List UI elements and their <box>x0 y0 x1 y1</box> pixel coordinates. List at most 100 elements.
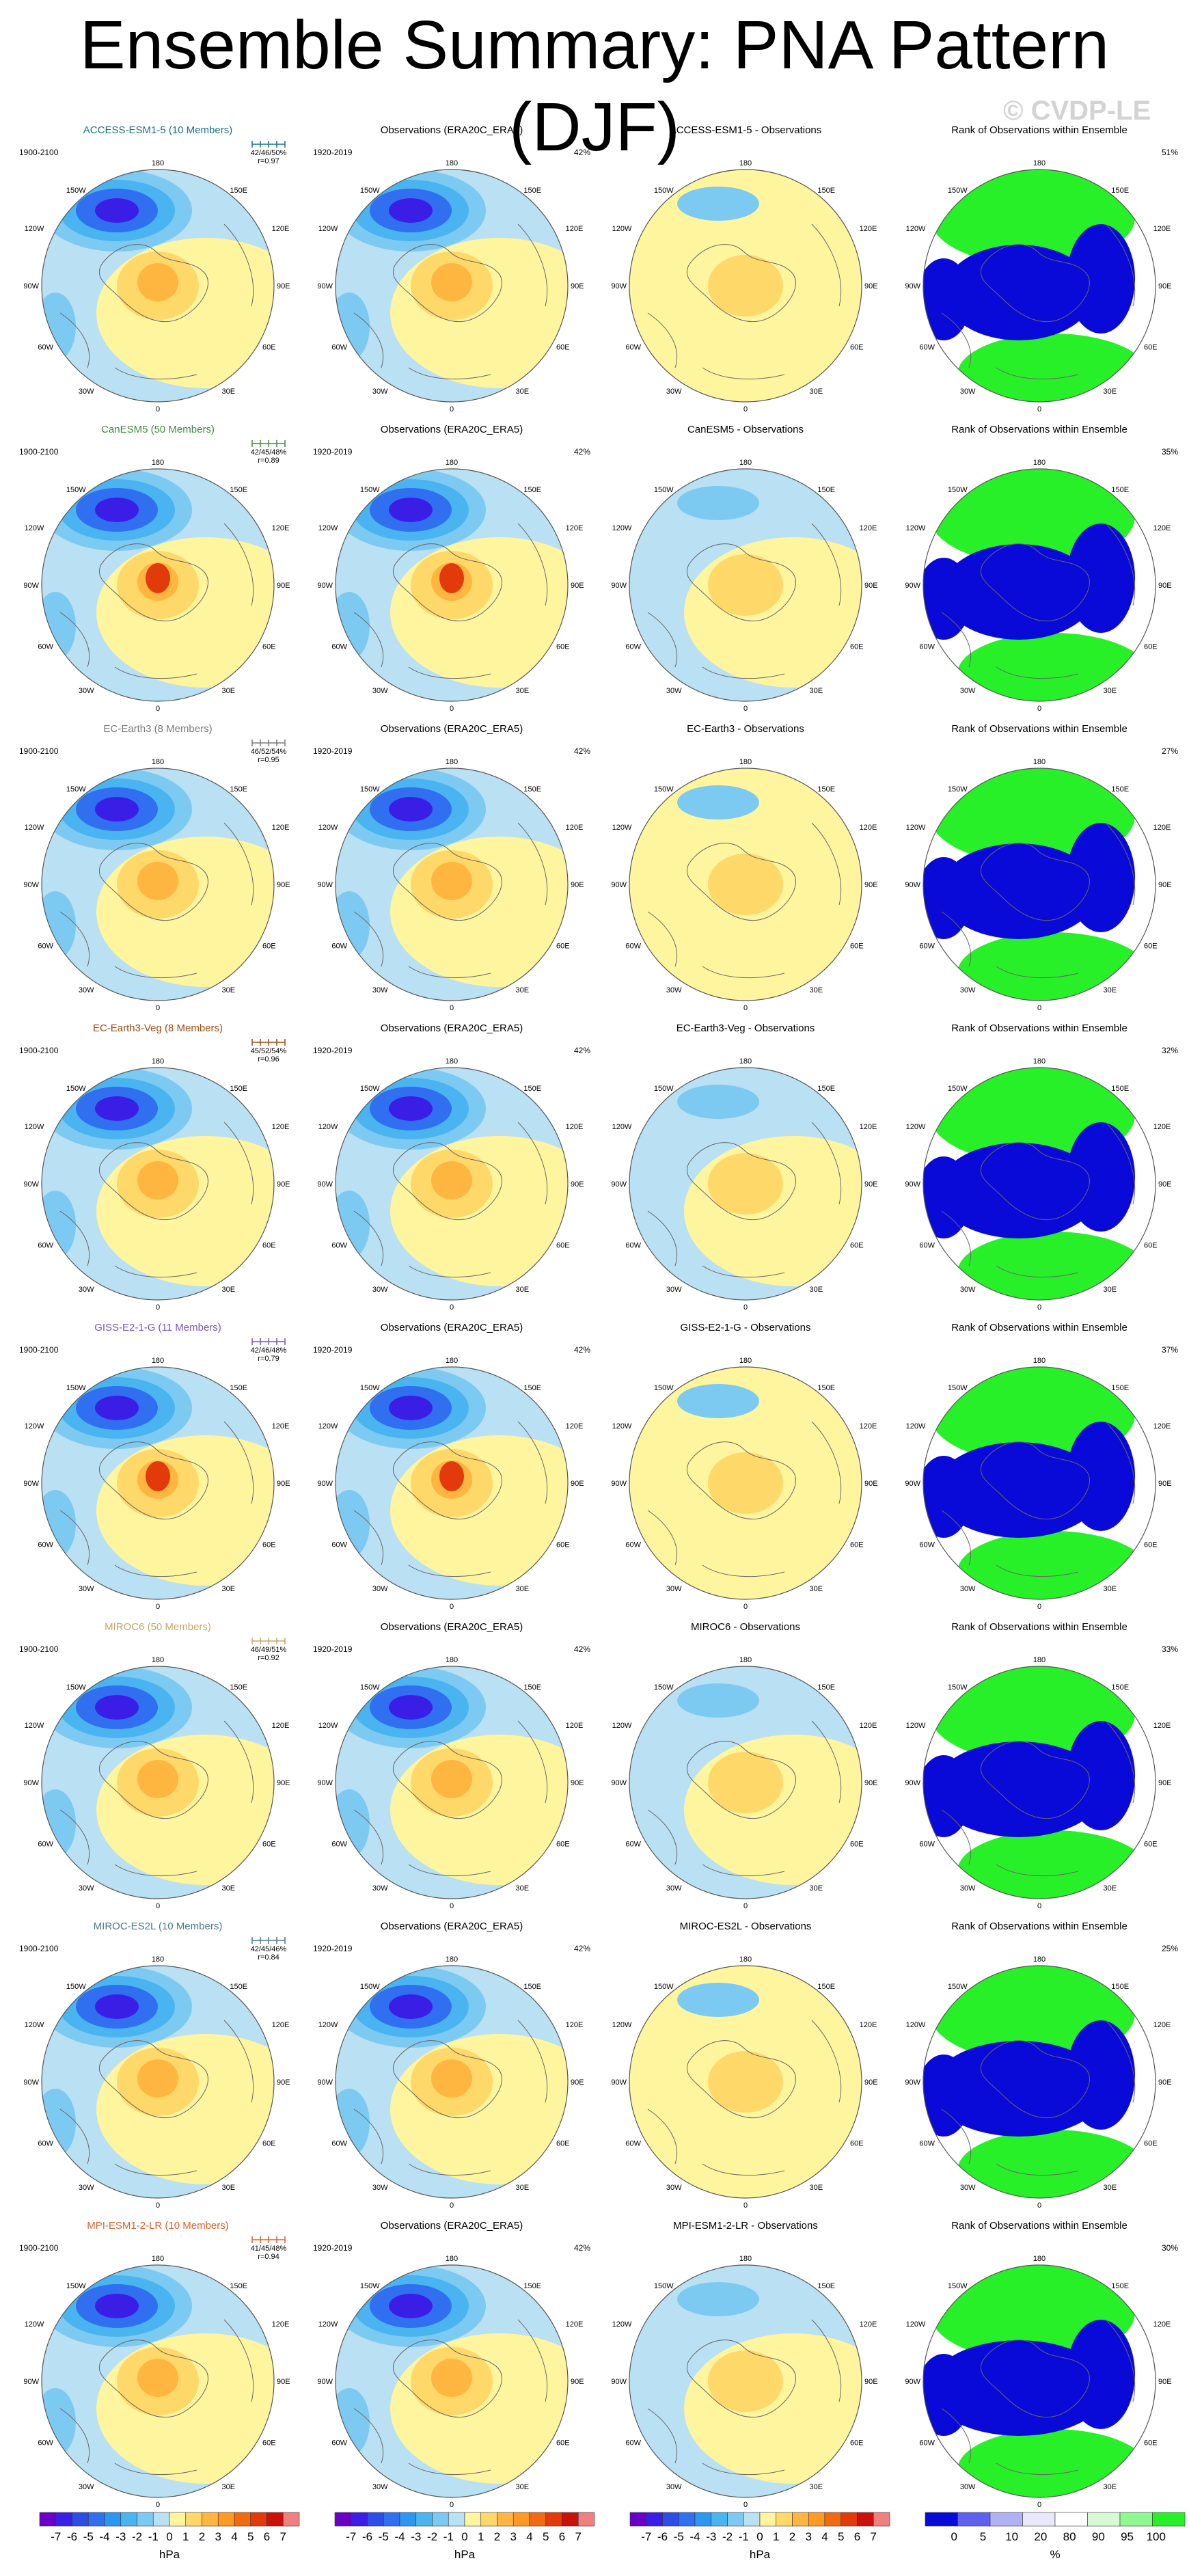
colorbar-swatch <box>577 2512 595 2527</box>
coastline <box>647 822 842 979</box>
longitude-label: 60E <box>556 943 570 951</box>
colorbar-swatch <box>152 2512 170 2527</box>
map-boundary <box>629 169 862 403</box>
longitude-label: 0 <box>450 1303 454 1312</box>
spread-whisker <box>251 1338 286 1345</box>
longitude-label: 120E <box>566 524 584 532</box>
longitude-label: 0 <box>450 1004 454 1012</box>
longitude-label: 90E <box>864 881 878 889</box>
colorbar-swatch <box>711 2512 728 2527</box>
longitude-label: 0 <box>1037 2501 1041 2509</box>
diff-map: 180 150E 150W 120E 120W 90E 90W 60E 60W 30E 30W 0 <box>607 1639 884 1919</box>
longitude-label: 180 <box>739 1057 752 1066</box>
diff-map: 180 150E 150W 120E 120W 90E 90W 60E 60W 30E 30W 0 <box>607 741 884 1021</box>
obs-panel: Observations (ERA20C_ERA5) 1920-2019 42% 18… <box>305 124 599 424</box>
longitude-label: 150W <box>360 1384 380 1392</box>
colorbar-swatch <box>282 2512 300 2527</box>
rank-blue-region <box>1067 224 1135 334</box>
rank-green-region <box>957 1232 1149 1300</box>
longitude-label: 90W <box>317 1180 333 1189</box>
longitude-label: 150W <box>654 187 674 195</box>
negative-anomaly-region <box>389 1396 433 1420</box>
longitude-label: 30E <box>1104 388 1117 396</box>
obs-map: 180 150E 150W 120E 120W 90E 90W 60E 60W 30E 30W 0 <box>313 741 590 1021</box>
longitude-label: 60E <box>262 1841 276 1849</box>
map-boundary <box>41 1366 275 1600</box>
longitude-label: 30W <box>79 1884 94 1893</box>
longitude-label: 150E <box>1111 187 1129 195</box>
polar-map: 180 150E 150W 120E 120W 90E 90W 60E 60W 30E 30W 0 <box>905 459 1171 713</box>
map-boundary <box>922 1666 1156 1899</box>
colorbar-tick-label: 1 <box>773 2530 780 2543</box>
longitude-label: 90W <box>317 2378 333 2386</box>
rank-map: 180 150E 150W 120E 120W 90E 90W 60E 60W 30E 30W 0 <box>901 442 1178 722</box>
longitude-label: 60E <box>1144 2439 1158 2448</box>
stats-percent: 42/45/46% <box>250 1945 287 1953</box>
longitude-label: 150W <box>654 486 674 494</box>
model-period: 1900-2100 <box>19 1644 59 1654</box>
longitude-label: 150E <box>817 2282 835 2290</box>
difference-region <box>708 1452 783 1514</box>
longitude-label: 30E <box>810 1585 823 1593</box>
longitude-label: 120W <box>318 2021 338 2029</box>
longitude-label: 0 <box>1037 1303 1041 1312</box>
difference-region <box>708 1153 783 1215</box>
longitude-label: 60E <box>850 943 864 951</box>
colorbar-boxes <box>334 2512 595 2527</box>
rank-green-region <box>957 334 1149 402</box>
longitude-label: 60W <box>625 643 641 651</box>
colorbar-tick-label: -7 <box>51 2530 62 2543</box>
positive-anomaly-region <box>431 1161 472 1199</box>
longitude-label: 120E <box>860 2021 877 2029</box>
longitude-label: 90W <box>611 881 627 889</box>
coastline <box>980 1142 1090 1221</box>
longitude-label: 120E <box>566 1722 584 1730</box>
longitude-label: 180 <box>152 1057 164 1066</box>
longitude-label: 150E <box>1111 486 1129 494</box>
colorbar-swatch <box>383 2512 400 2527</box>
coastline <box>980 543 1090 622</box>
colorbar-swatch <box>873 2512 890 2527</box>
coastline <box>98 2040 208 2119</box>
longitude-label: 30E <box>516 1884 530 1893</box>
coastline <box>353 1122 548 1278</box>
rank-blue-region <box>1067 2320 1135 2429</box>
coastline <box>98 1741 208 1819</box>
colorbar-tick-label: 3 <box>805 2530 812 2543</box>
obs-period: 1920-2019 <box>313 447 353 457</box>
coastline <box>392 1741 502 1819</box>
longitude-label: 30E <box>516 1286 530 1294</box>
longitude-label: 60W <box>331 2140 347 2148</box>
coastline <box>353 523 548 679</box>
polar-map: 180 150E 150W 120E 120W 90E 90W 60E 60W 30E 30W 0 <box>611 2255 877 2509</box>
rank-blue-region <box>923 857 971 939</box>
longitude-label: 60W <box>625 2439 641 2448</box>
longitude-label: 30E <box>1104 1286 1117 1294</box>
rank-pct: 30% <box>1161 2243 1178 2253</box>
colorbar-swatch <box>120 2512 137 2527</box>
stats-correlation: r=0.89 <box>258 457 279 465</box>
longitude-label: 180 <box>446 459 458 467</box>
longitude-label: 120E <box>860 1722 877 1730</box>
longitude-label: 30E <box>516 388 530 396</box>
rank-map: 180 150E 150W 120E 120W 90E 90W 60E 60W 30E 30W 0 <box>901 1040 1178 1320</box>
colorbar-swatch <box>678 2512 696 2527</box>
longitude-label: 30E <box>222 1585 236 1593</box>
rank-panel: Rank of Observations within Ensemble 25% 1… <box>892 1921 1186 2220</box>
model-period: 1900-2100 <box>19 148 59 157</box>
map-boundary <box>922 768 1156 1001</box>
longitude-label: 60W <box>625 2140 641 2148</box>
polar-map: 180 150E 150W 120E 120W 90E 90W 60E 60W 30E 30W 0 <box>317 1656 584 1910</box>
colorbar-tick-label: -2 <box>722 2530 733 2543</box>
negative-anomaly-region <box>389 1096 433 1121</box>
longitude-label: 0 <box>1037 1004 1041 1012</box>
longitude-label: 30E <box>1104 2184 1117 2192</box>
model-stats: 41/45/48% r=0.94 <box>241 2235 296 2261</box>
colorbar-tick-label: 4 <box>526 2530 533 2543</box>
diff-panel: GISS-E2-1-G - Observations 180 150E 150W 120… <box>599 1322 892 1621</box>
diff-map: 180 150E 150W 120E 120W 90E 90W 60E 60W 30E 30W 0 <box>607 1040 884 1320</box>
model-row: MIROC6 (50 Members) 1900-2100 46/49/51% r=0… <box>0 1621 1189 1921</box>
longitude-label: 120W <box>318 225 338 233</box>
polar-map: 180 150E 150W 120E 120W 90E 90W 60E 60W 30E 30W 0 <box>317 2255 584 2509</box>
polar-map: 180 150E 150W 120E 120W 90E 90W 60E 60W 30E 30W 0 <box>23 1357 290 1611</box>
